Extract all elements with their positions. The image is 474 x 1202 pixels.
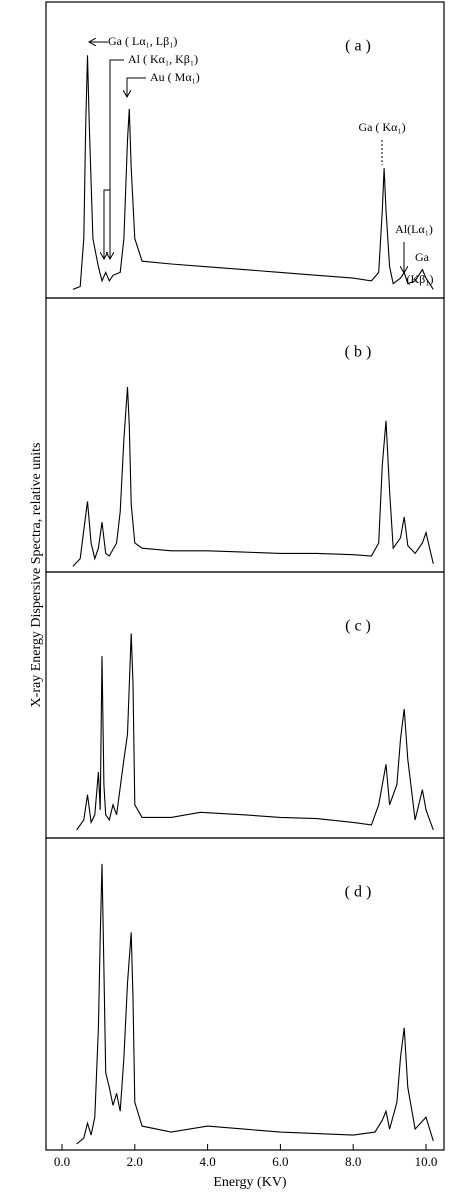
annotation: Ga	[415, 250, 430, 264]
panel-title: ( c )	[345, 618, 371, 635]
annotation: Ga ( Lα₁, Lβ₁)	[108, 34, 177, 48]
panel-title: ( b )	[345, 344, 372, 361]
arrow	[104, 59, 124, 258]
spectrum-line	[76, 863, 434, 1145]
annotation: Al(Lα₁)	[395, 222, 433, 236]
x-tick-label: 2.0	[127, 1154, 143, 1169]
spectrum-line	[76, 633, 434, 831]
panel-title: ( d )	[345, 884, 372, 901]
annotation: Ga ( Kα₁)	[358, 120, 405, 134]
x-tick-label: 8.0	[345, 1154, 361, 1169]
annotation: Al ( Kα₁, Kβ₁)	[128, 52, 198, 66]
annotation-arrows	[90, 42, 404, 272]
x-tick-label: 4.0	[199, 1154, 215, 1169]
annotation: Au ( Mα₁)	[150, 70, 200, 84]
spectrum-line	[72, 386, 434, 567]
y-axis-label: X-ray Energy Dispersive Spectra, relativ…	[29, 443, 44, 708]
panel-frame	[45, 1, 445, 299]
spectrum-line	[72, 55, 434, 290]
arrow	[127, 77, 146, 96]
x-tick-label: 10.0	[415, 1154, 438, 1169]
x-tick-label: 0.0	[54, 1154, 70, 1169]
panel-frame	[45, 571, 445, 839]
x-axis-label: Energy (KV)	[213, 1175, 287, 1190]
panel-title: ( a )	[345, 38, 371, 55]
x-tick-label: 6.0	[272, 1154, 288, 1169]
panel-frame	[45, 837, 445, 1151]
annotation: (Kβ₁)	[407, 272, 434, 286]
